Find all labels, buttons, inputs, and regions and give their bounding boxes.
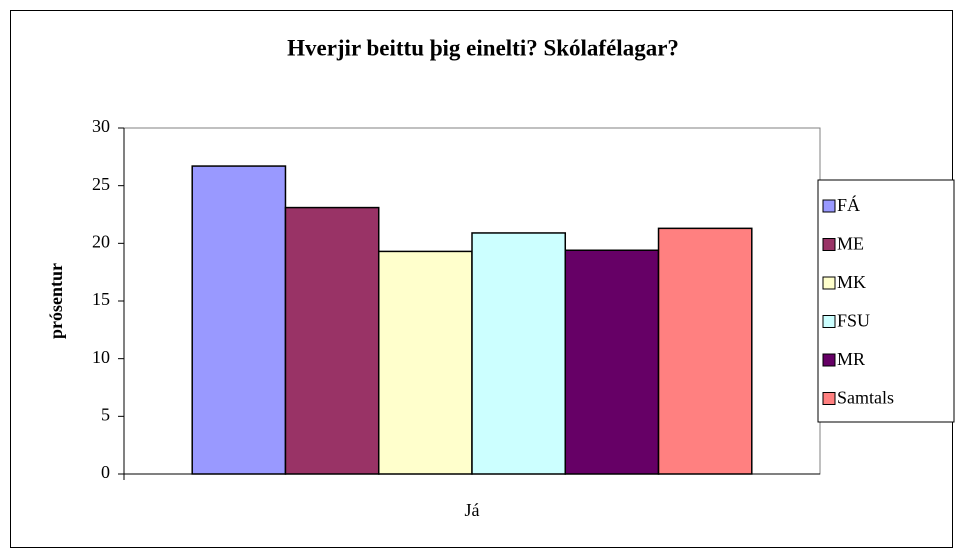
legend-label: FSU xyxy=(837,311,870,331)
legend-swatch xyxy=(822,276,836,290)
bar xyxy=(284,206,380,475)
y-tick-label: 5 xyxy=(101,404,110,424)
chart-title: Hverjir beittu þig einelti? Skólafélagar… xyxy=(287,35,679,60)
y-tick-label: 25 xyxy=(92,174,110,194)
legend-label: FÁ xyxy=(837,194,860,215)
y-tick-label: 10 xyxy=(92,347,110,367)
legend-swatch xyxy=(822,353,836,367)
y-tick-label: 20 xyxy=(92,231,110,251)
y-tick-label: 15 xyxy=(92,289,110,309)
legend-box xyxy=(817,179,955,423)
bar xyxy=(564,249,660,475)
bar xyxy=(377,250,473,475)
y-axis-label: prósentur xyxy=(46,263,66,339)
legend-label: MR xyxy=(837,349,865,369)
bar xyxy=(471,232,567,475)
legend-label: MK xyxy=(837,272,866,292)
bar xyxy=(657,227,753,475)
legend-label: ME xyxy=(837,234,864,254)
legend-label: Samtals xyxy=(837,388,894,408)
legend-swatch xyxy=(822,199,836,213)
legend-swatch xyxy=(822,238,836,251)
legend-swatch xyxy=(822,315,836,328)
bar xyxy=(191,165,287,475)
y-tick-label: 0 xyxy=(101,462,110,482)
y-tick-label: 30 xyxy=(92,116,110,136)
legend-swatch xyxy=(822,392,836,405)
x-tick-label: Já xyxy=(465,500,480,520)
